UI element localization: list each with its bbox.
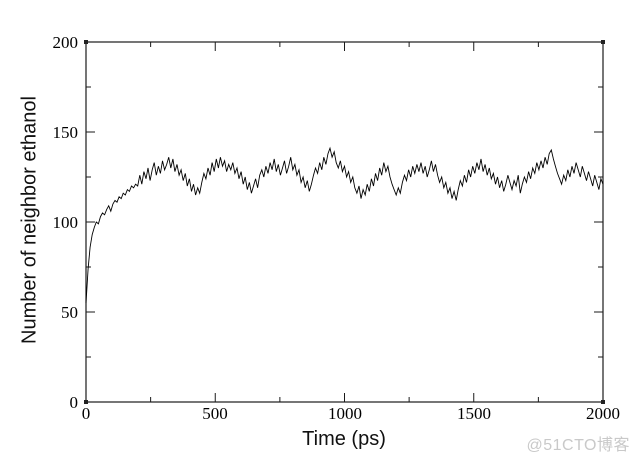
watermark: @51CTO博客 [526, 437, 630, 454]
frame-corner-markers [84, 40, 605, 404]
y-tick-label-50: 50 [61, 303, 78, 322]
y-tick-label-0: 0 [69, 393, 79, 412]
data-series-line [85, 146, 604, 304]
y-tick-label-200: 200 [52, 33, 79, 52]
plot-frame [85, 41, 604, 403]
x-tick-label-1500: 1500 [457, 404, 491, 423]
x-tick-label-0: 0 [81, 404, 91, 423]
axis-ticks [85, 41, 604, 403]
y-tick-label-150: 150 [52, 123, 79, 142]
x-axis-title: Time (ps) [302, 428, 386, 450]
x-tick-label-2000: 2000 [586, 404, 620, 423]
x-tick-label-500: 500 [202, 404, 228, 423]
y-tick-label-100: 100 [52, 213, 79, 232]
x-tick-label-1000: 1000 [328, 404, 362, 423]
y-axis-title: Number of neighbor ethanol [18, 96, 41, 344]
